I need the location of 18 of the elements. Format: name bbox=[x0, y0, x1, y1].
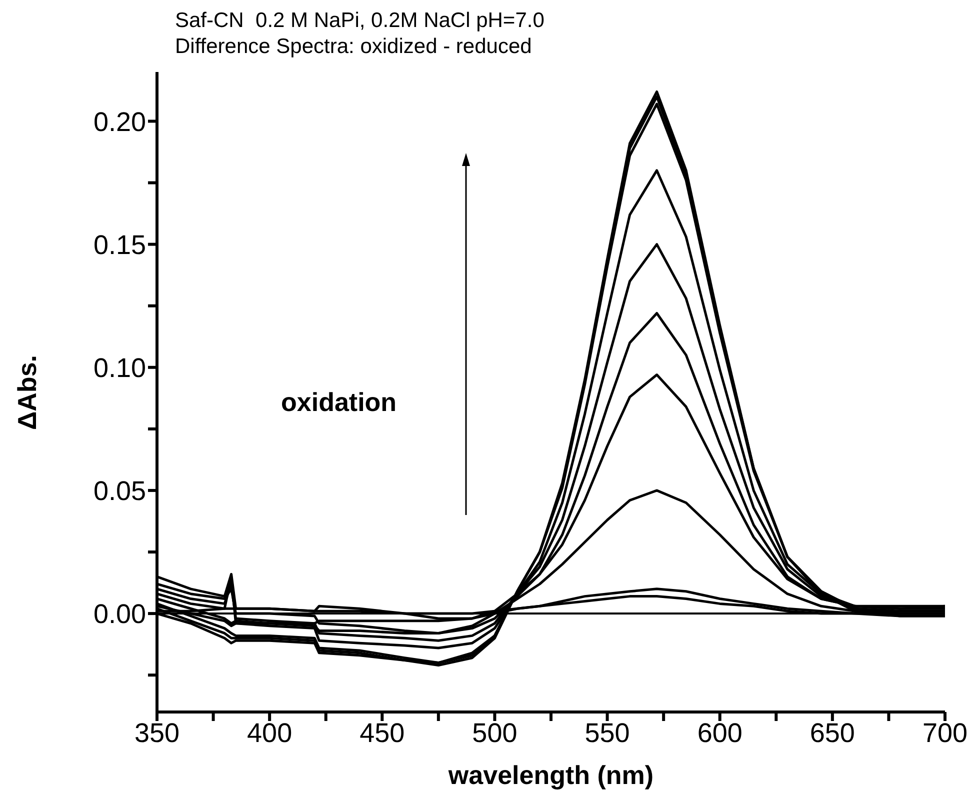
chart-subtitle: Difference Spectra: oxidized - reduced bbox=[175, 34, 533, 60]
x-tick-label: 400 bbox=[247, 718, 292, 748]
y-tick-label: 0.00 bbox=[93, 599, 146, 630]
chart-title: Saf-CN 0.2 M NaPi, 0.2M NaCl pH=7.0 bbox=[175, 8, 544, 34]
x-axis-title: wavelength (nm) bbox=[447, 760, 655, 791]
y-tick-label: 0.10 bbox=[93, 352, 146, 383]
x-tick-label: 550 bbox=[584, 718, 630, 748]
x-tick-label: 600 bbox=[697, 718, 742, 748]
y-axis-title: ΔAbs. bbox=[12, 354, 44, 430]
x-tick-label: 450 bbox=[360, 718, 405, 748]
annotation: oxidation bbox=[281, 387, 397, 418]
x-tick-label: 350 bbox=[134, 718, 180, 748]
y-tick-label: 0.15 bbox=[93, 230, 146, 260]
y-tick-label: 0.05 bbox=[93, 476, 146, 506]
x-tick-label: 700 bbox=[922, 718, 968, 748]
x-tick-label: 650 bbox=[810, 718, 855, 748]
x-tick-label: 500 bbox=[472, 718, 518, 748]
y-tick-label: 0.20 bbox=[93, 106, 146, 137]
